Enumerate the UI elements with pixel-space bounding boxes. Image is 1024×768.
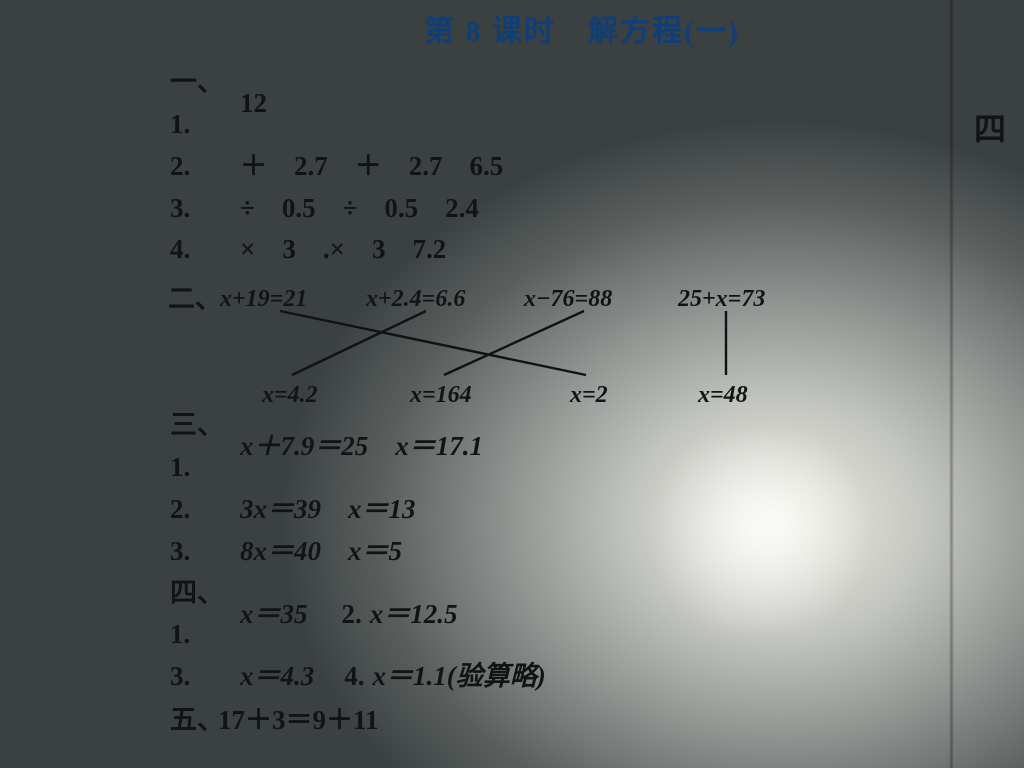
sec3-body-3: 8x＝40 x＝5 (240, 531, 402, 573)
sec4-row-1: 四、 1. x＝35 2. x＝12.5 (170, 573, 1024, 657)
sec4-num-1b: 2. (342, 594, 362, 636)
sec5-row: 五、 17＋3＝9＋11 (170, 700, 1024, 742)
margin-char: 四 (974, 104, 1006, 150)
match-line (280, 311, 586, 375)
content: 一、 1. 12 2. ＋ 2.7 ＋ 2.7 6.5 3. ÷ 0.5 ÷ 0.… (0, 50, 1024, 742)
sec3-row-2: 2. 3x＝39 x＝13 (170, 489, 1024, 531)
sec3-heading: 三、 (170, 410, 224, 440)
sec1-body-1: 12 (240, 83, 267, 125)
sec1-num-4: 4. (170, 234, 190, 264)
page-crease (949, 0, 954, 768)
sec4-heading: 四、 (170, 578, 224, 608)
lesson-title: 第 8 课时 解方程(一) (140, 6, 1024, 50)
match-lines (170, 281, 830, 401)
sec5-heading: 五、 (170, 705, 224, 735)
sec4-body-1a: x＝35 (240, 594, 308, 636)
sec4-body-2b: x＝1.1(验算略) (373, 656, 546, 698)
matching-diagram: x+19=21x+2.4=6.6x−76=8825+x=73x=4.2x=164… (170, 281, 830, 401)
page: 第 8 课时 解方程(一) 四 一、 1. 12 2. ＋ 2.7 ＋ 2.7 6… (0, 0, 1024, 768)
match-line (444, 311, 584, 375)
sec3-num-2: 2. (170, 494, 190, 524)
sec1-num-2: 2. (170, 151, 190, 181)
sec4-num-2a: 3. (170, 661, 190, 691)
sec4-body-2a: x＝4.3 (240, 656, 314, 698)
sec1-body-2: ＋ 2.7 ＋ 2.7 6.5 (240, 146, 503, 188)
sec1-num-1: 1. (170, 109, 190, 139)
sec4-row-2: 3. x＝4.3 4. x＝1.1(验算略) (170, 656, 1024, 698)
sec1-row-1: 一、 1. 12 (170, 62, 1024, 146)
sec3-row-3: 3. 8x＝40 x＝5 (170, 531, 1024, 573)
match-line (292, 311, 426, 375)
sec1-body-4: × 3 .× 3 7.2 (240, 229, 446, 271)
sec4-body-1b: x＝12.5 (370, 594, 458, 636)
sec3-num-3: 3. (170, 536, 190, 566)
sec3-num-1: 1. (170, 452, 190, 482)
sec1-num-3: 3. (170, 193, 190, 223)
sec5-body: 17＋3＝9＋11 (218, 700, 379, 742)
sec4-num-1a: 1. (170, 619, 190, 649)
sec1-row-3: 3. ÷ 0.5 ÷ 0.5 2.4 (170, 188, 1024, 230)
sec3-body-1: x＋7.9＝25 x＝17.1 (240, 426, 483, 468)
sec3-body-2: 3x＝39 x＝13 (240, 489, 416, 531)
sec1-body-3: ÷ 0.5 ÷ 0.5 2.4 (240, 188, 479, 230)
sec4-num-2b: 4. (344, 656, 364, 698)
sec1-row-2: 2. ＋ 2.7 ＋ 2.7 6.5 (170, 146, 1024, 188)
sec2-heading-inline: 二、 (168, 279, 222, 321)
sec1-heading: 一、 (170, 67, 224, 97)
sec1-row-4: 4. × 3 .× 3 7.2 (170, 229, 1024, 271)
sec3-row-1: 三、 1. x＋7.9＝25 x＝17.1 (170, 405, 1024, 489)
